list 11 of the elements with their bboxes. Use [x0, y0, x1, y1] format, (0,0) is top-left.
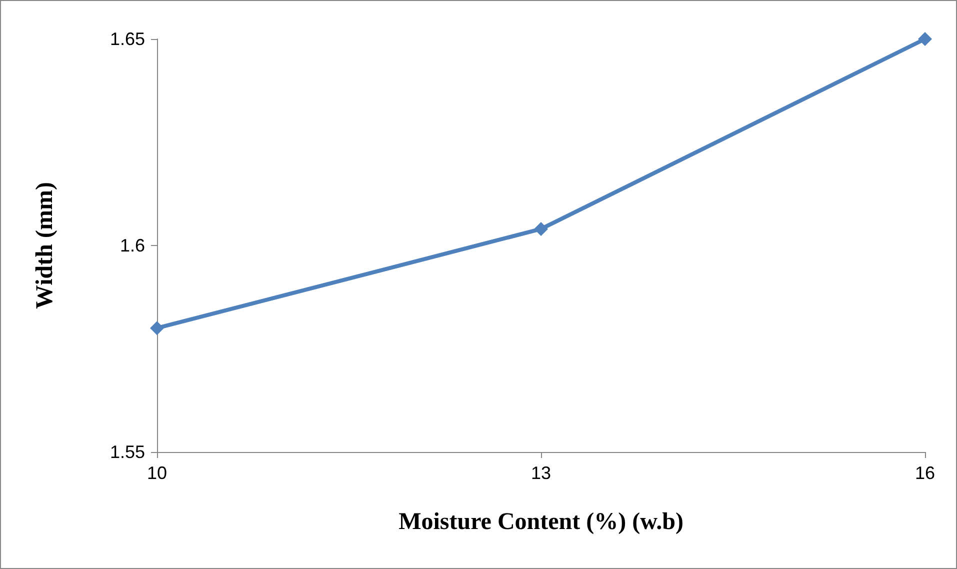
point [534, 222, 548, 236]
y-tick-label: 1.55 [110, 442, 145, 462]
point [918, 32, 932, 46]
y-axis-title: Width (mm) [32, 182, 58, 309]
y-tick-label: 1.65 [110, 29, 145, 49]
x-tick-label: 16 [914, 463, 936, 483]
x-tick-label: 10 [146, 463, 168, 483]
point [150, 321, 164, 336]
x-axis-title: Moisture Content (%) (w.b) [398, 509, 684, 535]
y-tick-label: 1.6 [120, 236, 145, 256]
x-tick-label: 13 [530, 463, 552, 483]
